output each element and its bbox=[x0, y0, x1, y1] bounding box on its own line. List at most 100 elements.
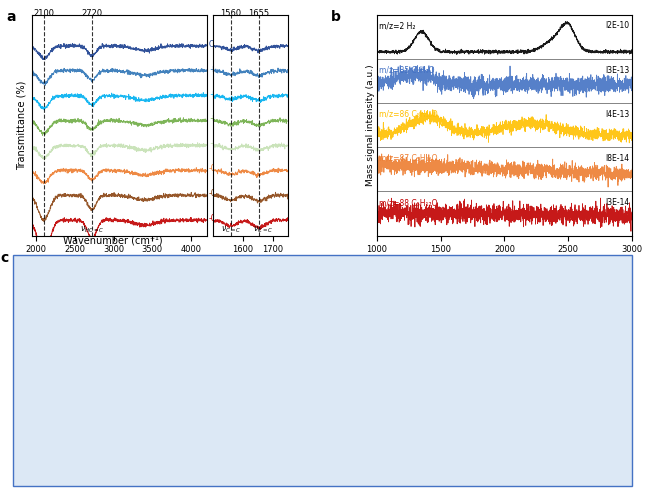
Text: - OH⁻: - OH⁻ bbox=[372, 355, 393, 364]
Text: C: C bbox=[301, 385, 307, 394]
Text: CH₃: CH₃ bbox=[107, 301, 123, 310]
Text: CH₃: CH₃ bbox=[135, 390, 151, 399]
Text: CH₃: CH₃ bbox=[98, 377, 114, 385]
Text: ‖: ‖ bbox=[290, 275, 293, 284]
Text: m/z=86 C₅H₁₀O: m/z=86 C₅H₁₀O bbox=[379, 110, 438, 119]
Text: m/z=87 C₅H₁₁O: m/z=87 C₅H₁₁O bbox=[379, 154, 438, 163]
Text: PdB: PdB bbox=[300, 320, 320, 328]
Text: H: H bbox=[65, 377, 72, 385]
Text: C: C bbox=[112, 275, 118, 284]
Text: + H₂O + e⁻: + H₂O + e⁻ bbox=[419, 273, 462, 281]
Text: CH₃: CH₃ bbox=[335, 400, 350, 409]
Text: H: H bbox=[474, 301, 481, 310]
Text: - OH⁻: - OH⁻ bbox=[195, 304, 215, 313]
Text: CH₃: CH₃ bbox=[527, 298, 542, 306]
Text: b: b bbox=[331, 10, 341, 25]
Text: m/z=88 C₅H₁₂O: m/z=88 C₅H₁₂O bbox=[379, 198, 438, 207]
Text: + H₂O + e⁻: + H₂O + e⁻ bbox=[183, 273, 226, 281]
Text: I3E-13: I3E-13 bbox=[605, 66, 630, 75]
Text: $\nu_{C=C}$: $\nu_{C=C}$ bbox=[221, 224, 241, 235]
Text: + H₂O + e⁻: + H₂O + e⁻ bbox=[211, 372, 254, 381]
Text: C: C bbox=[493, 297, 499, 306]
Text: C: C bbox=[288, 281, 295, 290]
Text: C: C bbox=[288, 270, 295, 279]
Text: 1560: 1560 bbox=[220, 9, 241, 18]
Text: C: C bbox=[103, 383, 109, 392]
Text: H: H bbox=[301, 377, 307, 385]
FancyBboxPatch shape bbox=[482, 315, 559, 333]
Text: C: C bbox=[66, 383, 72, 392]
Text: c: c bbox=[1, 251, 9, 265]
Text: -0.5: -0.5 bbox=[209, 214, 224, 223]
Text: H: H bbox=[493, 275, 499, 284]
Text: PdB: PdB bbox=[102, 408, 122, 417]
Text: + H₂O + e⁻: + H₂O + e⁻ bbox=[424, 355, 468, 364]
Text: OH: OH bbox=[322, 289, 335, 298]
Text: H: H bbox=[65, 390, 72, 399]
Text: Product: Product bbox=[504, 261, 550, 271]
Text: m/z=85 C₅H₉O: m/z=85 C₅H₉O bbox=[379, 66, 435, 75]
Text: a: a bbox=[6, 10, 15, 25]
Text: - OH⁻: - OH⁻ bbox=[436, 363, 457, 372]
Text: H: H bbox=[285, 385, 292, 394]
Text: C: C bbox=[140, 377, 146, 385]
Text: OCP: OCP bbox=[209, 40, 224, 49]
Text: CH₃: CH₃ bbox=[335, 377, 350, 385]
FancyBboxPatch shape bbox=[74, 403, 150, 421]
Bar bbox=[377, 103, 632, 147]
Text: 2100: 2100 bbox=[34, 9, 54, 18]
Text: I2E-10: I2E-10 bbox=[606, 22, 630, 30]
Y-axis label: Mass signal intensity (a.u.): Mass signal intensity (a.u.) bbox=[366, 64, 375, 186]
Text: - OH⁻: - OH⁻ bbox=[430, 293, 450, 302]
Text: + H₂O + e⁻: + H₂O + e⁻ bbox=[372, 343, 415, 352]
Text: C: C bbox=[527, 284, 533, 293]
Y-axis label: Transmittance (%): Transmittance (%) bbox=[17, 81, 26, 170]
Bar bbox=[377, 191, 632, 236]
Text: H: H bbox=[288, 261, 295, 270]
Text: Wavenumber (cm⁻¹): Wavenumber (cm⁻¹) bbox=[63, 236, 163, 246]
Text: -0.3: -0.3 bbox=[209, 189, 224, 198]
X-axis label: Time (s): Time (s) bbox=[484, 260, 524, 270]
Text: H: H bbox=[103, 397, 109, 406]
Text: CH₃: CH₃ bbox=[527, 275, 542, 284]
Text: OH: OH bbox=[335, 393, 348, 402]
Text: H: H bbox=[527, 301, 533, 310]
Text: CH₃: CH₃ bbox=[128, 264, 143, 273]
Text: m/z=2 H₂: m/z=2 H₂ bbox=[379, 22, 416, 30]
Text: PdB: PdB bbox=[105, 320, 125, 328]
Text: ‖: ‖ bbox=[494, 290, 498, 299]
Text: $\nu_{C=C}$: $\nu_{C=C}$ bbox=[253, 224, 273, 235]
Text: -0.1: -0.1 bbox=[209, 164, 224, 173]
Text: C: C bbox=[322, 281, 328, 290]
FancyBboxPatch shape bbox=[77, 315, 154, 333]
Text: C: C bbox=[335, 385, 341, 394]
FancyBboxPatch shape bbox=[272, 315, 348, 333]
Text: 1655: 1655 bbox=[248, 9, 270, 18]
Text: +0.5: +0.5 bbox=[209, 89, 228, 99]
Text: OH: OH bbox=[137, 383, 150, 392]
Text: I4E-13: I4E-13 bbox=[605, 110, 630, 119]
Text: Trace: Trace bbox=[90, 371, 122, 381]
Text: OH: OH bbox=[108, 293, 121, 302]
Text: I8E-14: I8E-14 bbox=[606, 154, 630, 163]
Text: PdB: PdB bbox=[313, 406, 332, 415]
Bar bbox=[377, 147, 632, 191]
Text: OH: OH bbox=[527, 291, 540, 300]
Text: $\nu_{HC=C}$: $\nu_{HC=C}$ bbox=[80, 224, 104, 235]
Bar bbox=[377, 15, 632, 59]
Text: H: H bbox=[103, 390, 109, 399]
Text: CH₃: CH₃ bbox=[322, 270, 338, 279]
Text: +0.7: +0.7 bbox=[209, 65, 228, 74]
Text: CH₃: CH₃ bbox=[322, 296, 338, 305]
Text: C: C bbox=[493, 284, 499, 293]
Text: 2720: 2720 bbox=[81, 9, 103, 18]
Bar bbox=[377, 59, 632, 103]
Text: +0.1: +0.1 bbox=[209, 139, 227, 148]
Text: I3E-14: I3E-14 bbox=[605, 198, 630, 207]
Text: HC≡C: HC≡C bbox=[79, 264, 106, 273]
Text: - OH⁻: - OH⁻ bbox=[223, 393, 243, 402]
FancyBboxPatch shape bbox=[284, 401, 361, 420]
Text: |: | bbox=[114, 284, 117, 293]
Text: PdB: PdB bbox=[511, 320, 531, 328]
Text: +0.3: +0.3 bbox=[209, 114, 228, 123]
